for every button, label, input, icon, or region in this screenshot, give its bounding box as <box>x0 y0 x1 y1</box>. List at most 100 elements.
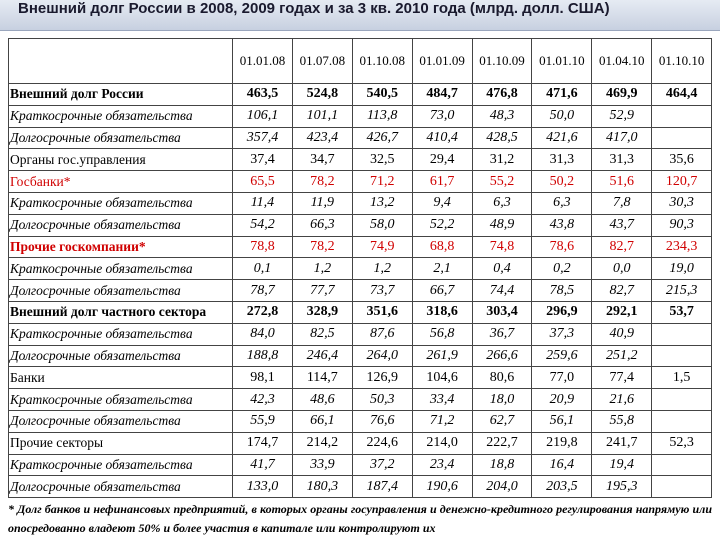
value-cell: 74,8 <box>471 235 533 259</box>
value-cell: 71,2 <box>351 170 413 193</box>
value-cell: 30,3 <box>651 191 712 215</box>
value-cell <box>651 344 712 368</box>
value-cell: 61,7 <box>411 170 473 193</box>
value-cell: 77,0 <box>531 366 593 390</box>
table-row: Госбанки* 65,5 78,2 71,2 61,7 55,2 50,2 51,6 120… <box>8 170 712 193</box>
value-cell: 31,2 <box>471 148 533 172</box>
column-header: 01.07.08 <box>291 38 353 84</box>
row-label: Госбанки* <box>8 170 233 193</box>
value-cell: 34,7 <box>291 148 353 172</box>
value-cell: 48,9 <box>471 213 533 237</box>
value-cell: 187,4 <box>351 475 413 499</box>
value-cell: 318,6 <box>411 300 473 324</box>
value-cell: 18,8 <box>471 453 533 477</box>
value-cell: 82,7 <box>591 279 653 302</box>
value-cell: 52,2 <box>411 213 473 237</box>
value-cell: 19,0 <box>651 257 712 281</box>
table-row: Внешний долг России 463,5 524,8 540,5 484,7 4… <box>8 83 712 106</box>
value-cell: 42,3 <box>232 388 293 411</box>
value-cell: 222,7 <box>471 431 533 455</box>
value-cell: 195,3 <box>591 475 653 499</box>
value-cell: 188,8 <box>232 344 293 368</box>
table-body: Внешний долг России 463,5 524,8 540,5 484,7 4… <box>8 83 712 499</box>
value-cell: 65,5 <box>232 170 293 193</box>
value-cell: 62,7 <box>471 409 533 433</box>
value-cell: 16,4 <box>531 453 593 477</box>
value-cell: 31,3 <box>531 148 593 172</box>
table-row: Долгосрочные обязательства 54,2 66,3 58,0 52… <box>8 213 712 237</box>
value-cell: 428,5 <box>471 126 533 150</box>
row-label: Долгосрочные обязательства <box>8 409 233 433</box>
value-cell: 9,4 <box>411 191 473 215</box>
value-cell <box>651 475 712 499</box>
row-label: Внешний долг частного сектора <box>8 300 233 324</box>
value-cell: 203,5 <box>531 475 593 499</box>
value-cell: 113,8 <box>351 104 413 128</box>
value-cell: 56,1 <box>531 409 593 433</box>
value-cell: 357,4 <box>232 126 293 150</box>
value-cell: 410,4 <box>411 126 473 150</box>
value-cell: 78,2 <box>291 235 353 259</box>
value-cell: 66,3 <box>291 213 353 237</box>
value-cell: 77,7 <box>291 279 353 302</box>
value-cell: 101,1 <box>291 104 353 128</box>
row-label: Краткосрочные обязательства <box>8 388 233 411</box>
value-cell: 190,6 <box>411 475 473 499</box>
value-cell: 246,4 <box>291 344 353 368</box>
row-label: Долгосрочные обязательства <box>8 279 233 302</box>
value-cell: 484,7 <box>411 83 473 106</box>
value-cell: 68,8 <box>411 235 473 259</box>
value-cell: 11,4 <box>232 191 293 215</box>
value-cell: 6,3 <box>471 191 533 215</box>
value-cell: 540,5 <box>351 83 413 106</box>
value-cell: 55,9 <box>232 409 293 433</box>
value-cell: 66,1 <box>291 409 353 433</box>
table-row: Краткосрочные обязательства 84,0 82,5 87,6 5… <box>8 322 712 346</box>
row-label: Прочие секторы <box>8 431 233 455</box>
value-cell: 423,4 <box>291 126 353 150</box>
table-row: Долгосрочные обязательства 55,9 66,1 76,6 71… <box>8 409 712 433</box>
value-cell: 53,7 <box>651 300 712 324</box>
value-cell <box>651 104 712 128</box>
table-row: Краткосрочные обязательства 11,4 11,9 13,2 9… <box>8 191 712 215</box>
value-cell: 78,8 <box>232 235 293 259</box>
value-cell: 174,7 <box>232 431 293 455</box>
row-label: Долгосрочные обязательства <box>8 475 233 499</box>
value-cell: 1,5 <box>651 366 712 390</box>
value-cell: 261,9 <box>411 344 473 368</box>
value-cell: 31,3 <box>591 148 653 172</box>
row-label: Прочие госкомпании* <box>8 235 233 259</box>
value-cell: 251,2 <box>591 344 653 368</box>
value-cell: 98,1 <box>232 366 293 390</box>
row-label: Долгосрочные обязательства <box>8 126 233 150</box>
value-cell: 32,5 <box>351 148 413 172</box>
footnote: * Долг банков и нефинансовых предприятий… <box>8 502 712 535</box>
value-cell: 292,1 <box>591 300 653 324</box>
value-cell: 0,1 <box>232 257 293 281</box>
column-header: 01.04.10 <box>591 38 653 84</box>
value-cell: 296,9 <box>531 300 593 324</box>
value-cell: 120,7 <box>651 170 712 193</box>
value-cell: 215,3 <box>651 279 712 302</box>
corner-cell <box>8 38 233 84</box>
value-cell: 78,7 <box>232 279 293 302</box>
value-cell <box>651 388 712 411</box>
value-cell: 78,6 <box>531 235 593 259</box>
value-cell: 80,6 <box>471 366 533 390</box>
value-cell: 50,3 <box>351 388 413 411</box>
column-header: 01.01.10 <box>531 38 593 84</box>
table-row: Внешний долг частного сектора 272,8 328,9 3… <box>8 300 712 324</box>
value-cell: 303,4 <box>471 300 533 324</box>
table-row: Долгосрочные обязательства 188,8 246,4 264,… <box>8 344 712 368</box>
value-cell: 41,7 <box>232 453 293 477</box>
value-cell: 180,3 <box>291 475 353 499</box>
table-row: Долгосрочные обязательства 78,7 77,7 73,7 66… <box>8 279 712 302</box>
value-cell: 77,4 <box>591 366 653 390</box>
value-cell: 1,2 <box>351 257 413 281</box>
table-row: Прочие секторы 174,7 214,2 224,6 214,0 222,7 2… <box>8 431 712 455</box>
value-cell: 20,9 <box>531 388 593 411</box>
row-label: Банки <box>8 366 233 390</box>
value-cell: 351,6 <box>351 300 413 324</box>
debt-table: 01.01.08 01.07.08 01.10.08 01.01.09 01.10.09… <box>8 38 712 499</box>
value-cell: 74,9 <box>351 235 413 259</box>
